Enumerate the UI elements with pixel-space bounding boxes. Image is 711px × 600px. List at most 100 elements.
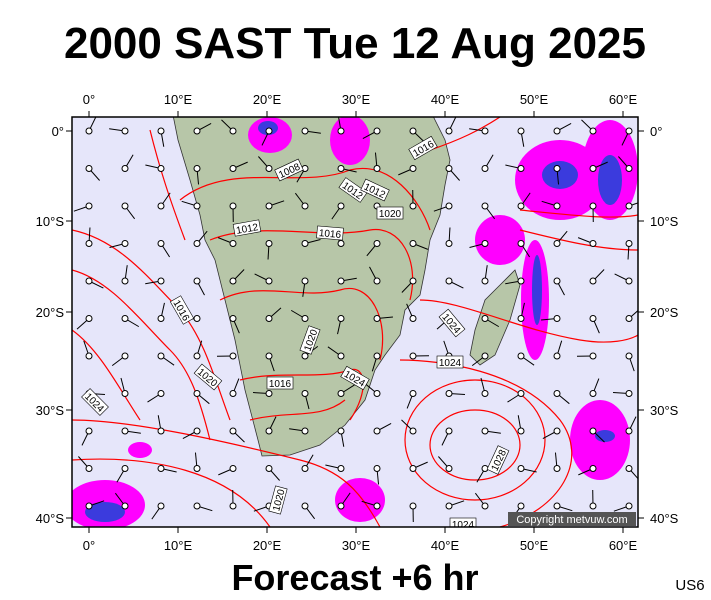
barb-station <box>589 240 597 247</box>
barb-station <box>625 315 633 322</box>
lon-label-bottom: 10°E <box>164 538 193 553</box>
barb-station <box>625 127 633 135</box>
barb-station <box>337 465 345 472</box>
barb-station <box>337 315 345 322</box>
lon-label-bottom: 0° <box>83 538 95 553</box>
isobar-label-box <box>299 325 321 355</box>
barb-station <box>121 240 129 247</box>
barb-station <box>589 202 597 210</box>
barb-station <box>85 352 93 360</box>
barb-station <box>85 202 93 210</box>
barb-station <box>229 165 237 172</box>
map-title: 2000 SAST Tue 12 Aug 2025 <box>64 19 646 68</box>
heavy-rain <box>532 255 542 325</box>
heavy-rain <box>595 430 615 442</box>
isobar-value: 1016 <box>318 228 342 241</box>
barb-station <box>85 315 93 322</box>
barb-station <box>337 352 345 360</box>
barb-station <box>481 277 489 285</box>
isobar-label-box <box>193 363 223 391</box>
barb-station <box>409 352 417 360</box>
barb-station <box>121 352 129 360</box>
isobar-label-box <box>268 485 288 515</box>
barb-station <box>157 165 165 172</box>
isobar-label-box <box>486 445 510 475</box>
isobar-value: 1016 <box>269 379 292 390</box>
lat-label-right: 40°S <box>650 511 679 526</box>
axis-labels: 0° 0° 10°E 10°E 20°E 20°E 30°E 30°E 40°E 40°E 50°E… <box>36 92 679 553</box>
barb-station <box>589 165 597 172</box>
barb-station <box>85 240 93 247</box>
barb-station <box>193 277 201 285</box>
barb-station <box>265 240 273 247</box>
barb-station <box>481 127 489 135</box>
barb-station <box>589 390 597 397</box>
lon-label-top: 20°E <box>253 92 282 107</box>
barb-station <box>373 352 381 360</box>
barb-station <box>445 127 453 135</box>
barb-station <box>553 352 561 360</box>
barb-station <box>409 390 417 397</box>
barb-station <box>337 165 345 172</box>
isobar-label-box <box>338 177 368 203</box>
isobar-label-box <box>376 206 404 220</box>
lat-label-right: 0° <box>650 124 662 139</box>
isobar <box>249 399 346 421</box>
rain-area <box>335 478 385 522</box>
barb-station <box>301 277 309 285</box>
barb-station <box>481 352 489 360</box>
barb-station <box>337 277 345 285</box>
barb-station <box>517 315 525 322</box>
barb-station <box>85 427 93 435</box>
isobar <box>72 419 381 527</box>
barb-station <box>409 165 417 172</box>
map-code: US6 <box>675 577 704 594</box>
barb-station <box>553 240 561 247</box>
barb-station <box>193 465 201 472</box>
isobar-value: 1024 <box>439 358 462 369</box>
barb-station <box>481 427 489 435</box>
barb-station <box>445 390 453 397</box>
isobar-label: 1024 <box>449 517 477 531</box>
barb-station <box>157 465 165 472</box>
lon-label-top: 40°E <box>431 92 460 107</box>
barb-station <box>121 127 129 135</box>
barb-station <box>481 390 489 397</box>
barb-station <box>301 502 309 510</box>
lon-label-bottom: 20°E <box>253 538 282 553</box>
barb-station <box>445 427 453 435</box>
lat-label-right: 10°S <box>650 214 679 229</box>
isobar <box>419 299 638 343</box>
lat-label-right: 30°S <box>650 403 679 418</box>
barb-station <box>301 202 309 210</box>
barb-station <box>481 240 489 247</box>
barb-station <box>229 352 237 360</box>
barb-station <box>373 465 381 472</box>
barb-station <box>553 465 561 472</box>
lon-label-bottom: 30°E <box>342 538 371 553</box>
isobar-value: 1024 <box>452 520 475 531</box>
barb-station <box>229 390 237 397</box>
barb-station <box>445 465 453 472</box>
isobar-label-box <box>274 158 304 182</box>
barb-station <box>373 127 381 135</box>
isobar-label: 1020 <box>376 206 404 220</box>
barb-station <box>409 427 417 435</box>
lon-label-top: 60°E <box>609 92 638 107</box>
barb-station <box>553 127 561 135</box>
barb-station <box>85 165 93 172</box>
isobar-value: 1012 <box>235 222 259 237</box>
barb-station <box>265 465 273 472</box>
barb-station <box>85 127 93 135</box>
barb-station <box>553 202 561 210</box>
isobar-label-box <box>232 219 262 237</box>
barb-station <box>229 127 237 135</box>
barb-station <box>553 502 561 510</box>
barb-station <box>625 427 633 435</box>
barb-station <box>301 352 309 360</box>
barb-station <box>157 127 165 135</box>
isobar-label: 1016 <box>316 225 344 241</box>
barb-station <box>373 240 381 247</box>
barb-station <box>553 277 561 285</box>
barb-station <box>589 127 597 135</box>
